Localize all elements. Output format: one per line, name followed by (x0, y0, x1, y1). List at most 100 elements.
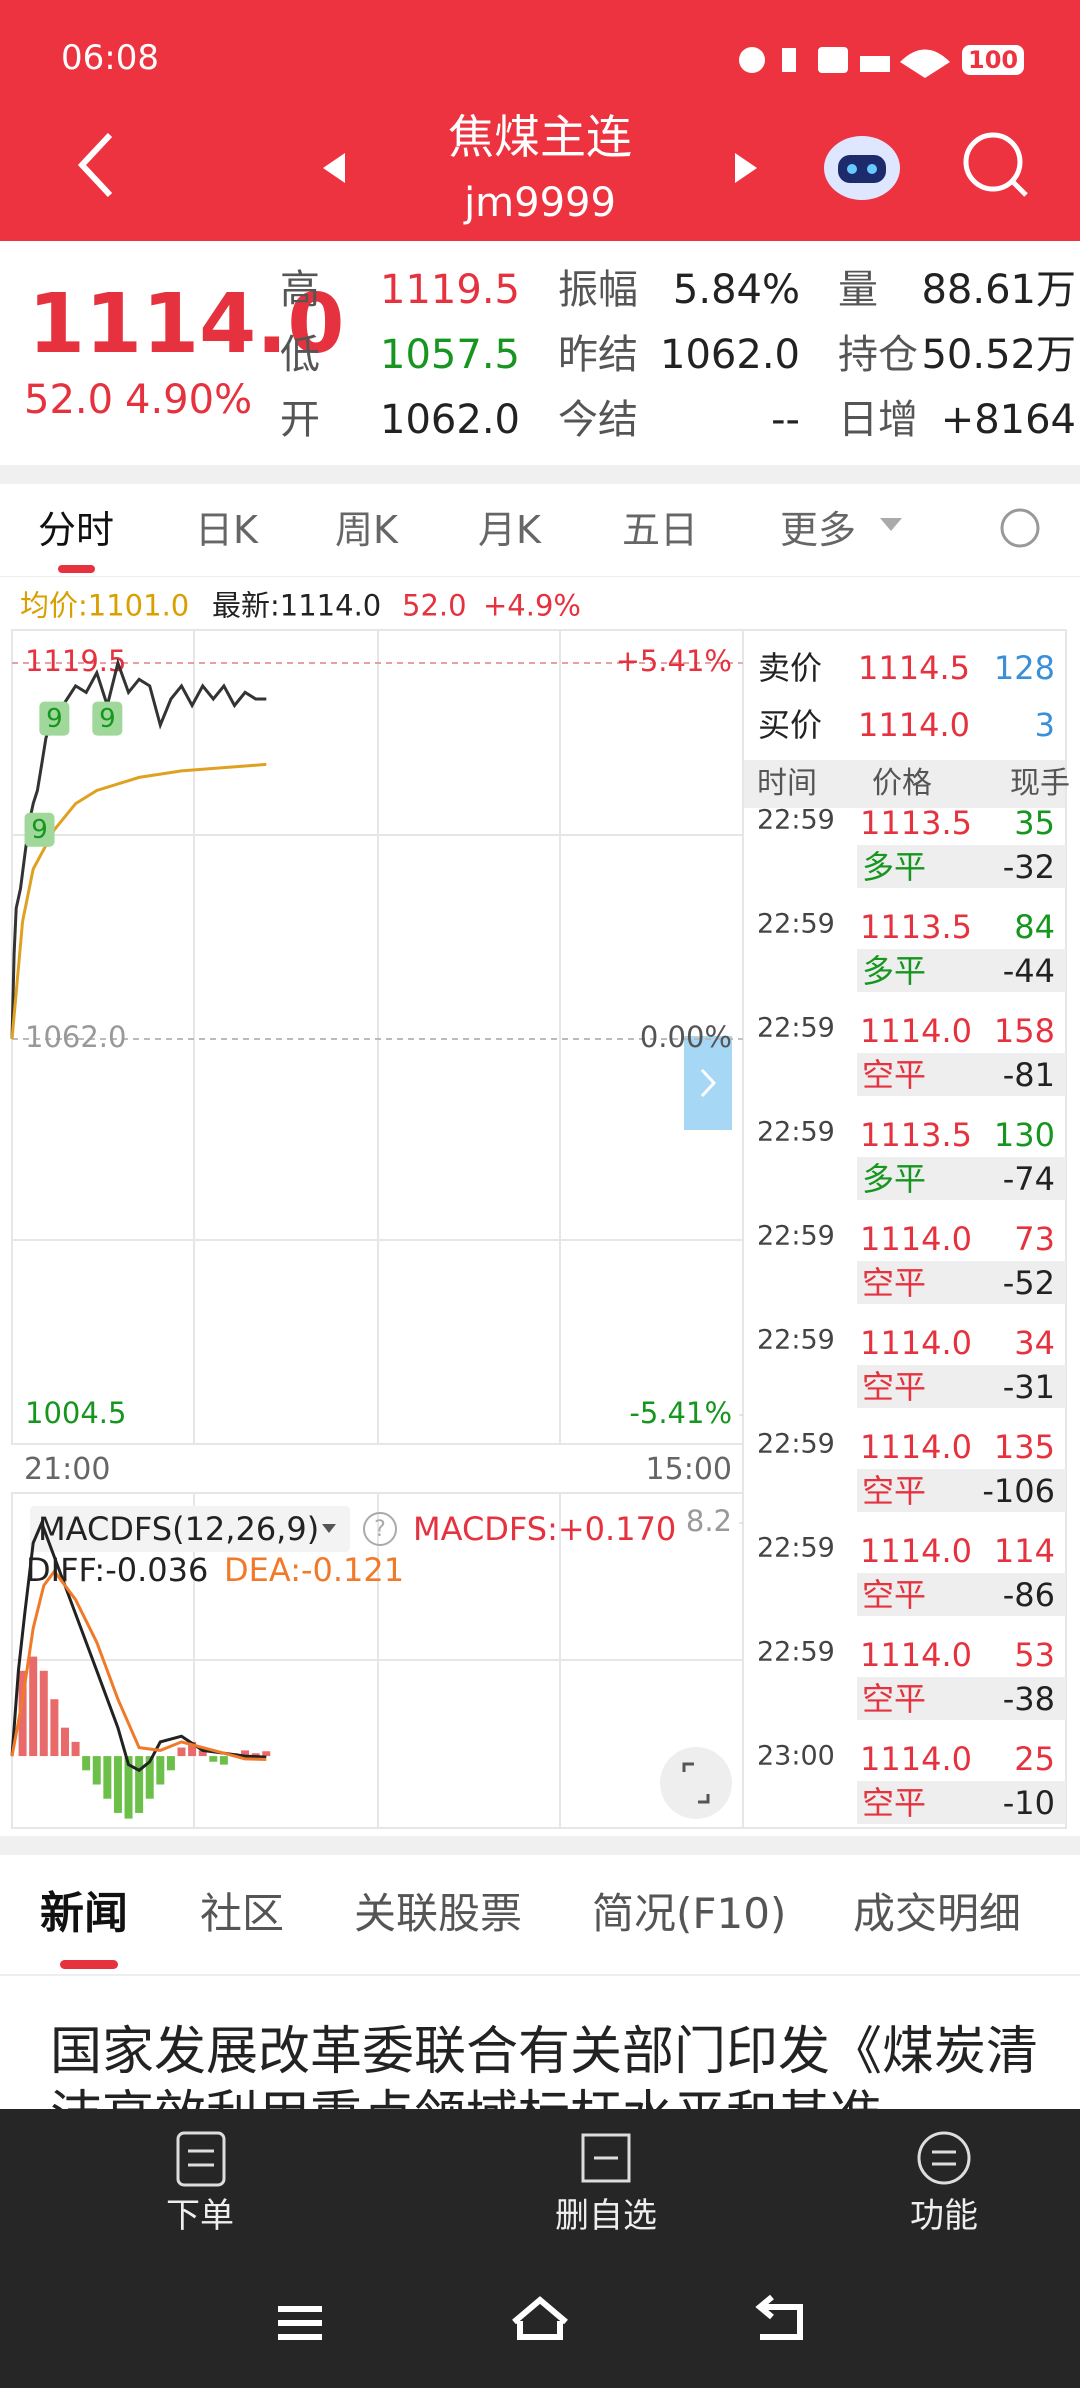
row-bg (857, 949, 1066, 992)
column-header: 价格 (872, 766, 932, 801)
trade-volume: 73 (1014, 1220, 1055, 1258)
trade-volume: 25 (1014, 1740, 1055, 1778)
tab[interactable]: 月K (478, 508, 541, 552)
trade-time: 22:59 (757, 1116, 835, 1148)
trade-time: 22:59 (757, 1532, 835, 1564)
trade-type: 多平 (862, 1160, 927, 1198)
signal-label: 9 (46, 704, 63, 734)
news-tab[interactable]: 成交明细 (853, 1889, 1022, 1938)
trade-change: -81 (1002, 1056, 1055, 1094)
prev-button[interactable] (323, 153, 345, 183)
help-icon[interactable] (363, 1512, 397, 1546)
field-label: 昨结 (558, 332, 638, 378)
separator (0, 576, 1080, 577)
column-header: 现手 (1010, 766, 1070, 801)
y-tick-label: 1119.5 (25, 644, 126, 678)
info-change-pct: +4.9% (483, 588, 581, 623)
field-label: 今结 (558, 397, 638, 443)
tab[interactable]: 日K (195, 508, 258, 552)
row-bg (857, 1261, 1066, 1304)
macd-bar (113, 1756, 122, 1813)
macd-bar (50, 1699, 59, 1757)
arrow (700, 1068, 717, 1098)
trade-price: 1113.5 (860, 804, 972, 842)
trade-change: -31 (1002, 1368, 1055, 1406)
news-tab[interactable]: 社区 (200, 1889, 285, 1938)
charts: ? 1119.5 1062.0 1004.5 +5.41% 0.00% -5.41% 9 9 9… (10, 47, 1067, 1829)
field-label: 日增 (838, 397, 918, 443)
news-tab[interactable]: 简况(F10) (592, 1889, 787, 1938)
macd-bar (241, 1750, 250, 1757)
macd-bar (92, 1756, 101, 1785)
trade-price: 1114.0 (860, 1012, 972, 1050)
field-value: -- (771, 397, 800, 443)
trade-price: 1114.0 (860, 1636, 972, 1674)
macd-bar (145, 1756, 154, 1799)
bottom-item[interactable]: 下单 (166, 2196, 234, 2236)
news-tab[interactable]: 新闻 (40, 1888, 128, 1939)
macd-bar (103, 1756, 112, 1799)
macd-value: MACDFS:+0.170 (413, 1510, 677, 1548)
x-tick-label: 21:00 (24, 1452, 111, 1487)
price-line (10, 762, 267, 1040)
back-button[interactable] (77, 132, 113, 198)
trade-type: 空平 (862, 1056, 927, 1094)
avg-price: 均价:1101.0 (20, 588, 190, 623)
news-tab[interactable]: 关联股票 (354, 1889, 523, 1938)
column-header: 时间 (757, 766, 817, 801)
fullscreen-button[interactable] (660, 1747, 732, 1819)
bottom-item[interactable]: 删自选 (555, 2196, 657, 2236)
trade-volume: 158 (993, 1012, 1055, 1050)
macd-title[interactable]: MACDFS(12,26,9) (38, 1510, 320, 1548)
trade-price: 1114.0 (860, 1324, 972, 1362)
field-value: 5.84% (672, 267, 800, 313)
trade-type: 多平 (862, 848, 927, 886)
trade-change: -44 (1002, 952, 1055, 990)
field-label: 振幅 (558, 267, 638, 313)
indicator-select[interactable] (30, 1506, 350, 1552)
trade-time: 22:59 (757, 1220, 835, 1252)
field-label: 持仓 (838, 332, 918, 378)
macd-bar (60, 1727, 69, 1757)
macd-line (10, 1518, 267, 1773)
trade-change: -52 (1002, 1264, 1055, 1302)
y-tick-label: 1062.0 (25, 1020, 126, 1054)
settings-button[interactable] (1000, 508, 1040, 548)
signal-label: 9 (31, 815, 48, 845)
tab[interactable]: 更多 (780, 508, 857, 552)
trade-time: 23:00 (757, 1740, 835, 1772)
macd-bar (39, 1670, 48, 1757)
info-change: 52.0 (402, 588, 467, 623)
bottom-item[interactable]: 功能 (910, 2196, 978, 2236)
field-value: 1119.5 (380, 267, 520, 313)
trade-price: 1114.0 (860, 1220, 972, 1258)
status-icons (739, 47, 950, 78)
tab[interactable]: 分时 (38, 508, 115, 552)
macd-bar (156, 1756, 165, 1785)
y2-tick-label: +5.41% (616, 644, 732, 678)
field-label: 高 (280, 267, 320, 313)
search-button[interactable] (963, 132, 1023, 192)
trade-change: -74 (1002, 1160, 1055, 1198)
field-value: 1062.0 (660, 332, 800, 378)
macd-bar (82, 1756, 91, 1771)
trade-change: -86 (1002, 1576, 1055, 1614)
trade-price: 1114.0 (860, 1740, 972, 1778)
macd-bar (71, 1741, 80, 1757)
row-bg (857, 1365, 1066, 1408)
dropdown-icon (880, 518, 902, 531)
signal-marker (92, 701, 123, 736)
trade-time: 22:59 (757, 1428, 835, 1460)
y-tick-label: 8.2 (686, 1504, 732, 1538)
macd-bar (262, 1751, 271, 1757)
expand-tab[interactable] (684, 1036, 732, 1130)
next-button[interactable] (735, 153, 757, 183)
signal-label: 9 (99, 704, 116, 734)
field-label: 量 (838, 267, 878, 313)
trade-volume: 84 (1014, 908, 1055, 946)
trade-change: -10 (1002, 1784, 1055, 1822)
bottom-bar: 下单 删自选 功能 (0, 2109, 1080, 2388)
tab[interactable]: 五日 (622, 508, 699, 552)
tab[interactable]: 周K (335, 508, 398, 552)
table-header-bg (744, 760, 1065, 808)
